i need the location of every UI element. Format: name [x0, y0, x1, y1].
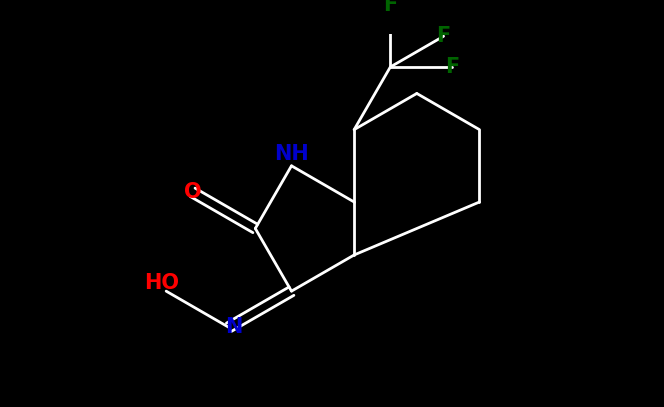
Text: N: N: [225, 317, 242, 337]
Text: O: O: [184, 182, 201, 202]
Text: F: F: [436, 26, 451, 46]
Text: HO: HO: [144, 274, 179, 293]
Text: F: F: [445, 57, 459, 77]
Text: NH: NH: [274, 144, 309, 164]
Text: F: F: [383, 0, 398, 15]
